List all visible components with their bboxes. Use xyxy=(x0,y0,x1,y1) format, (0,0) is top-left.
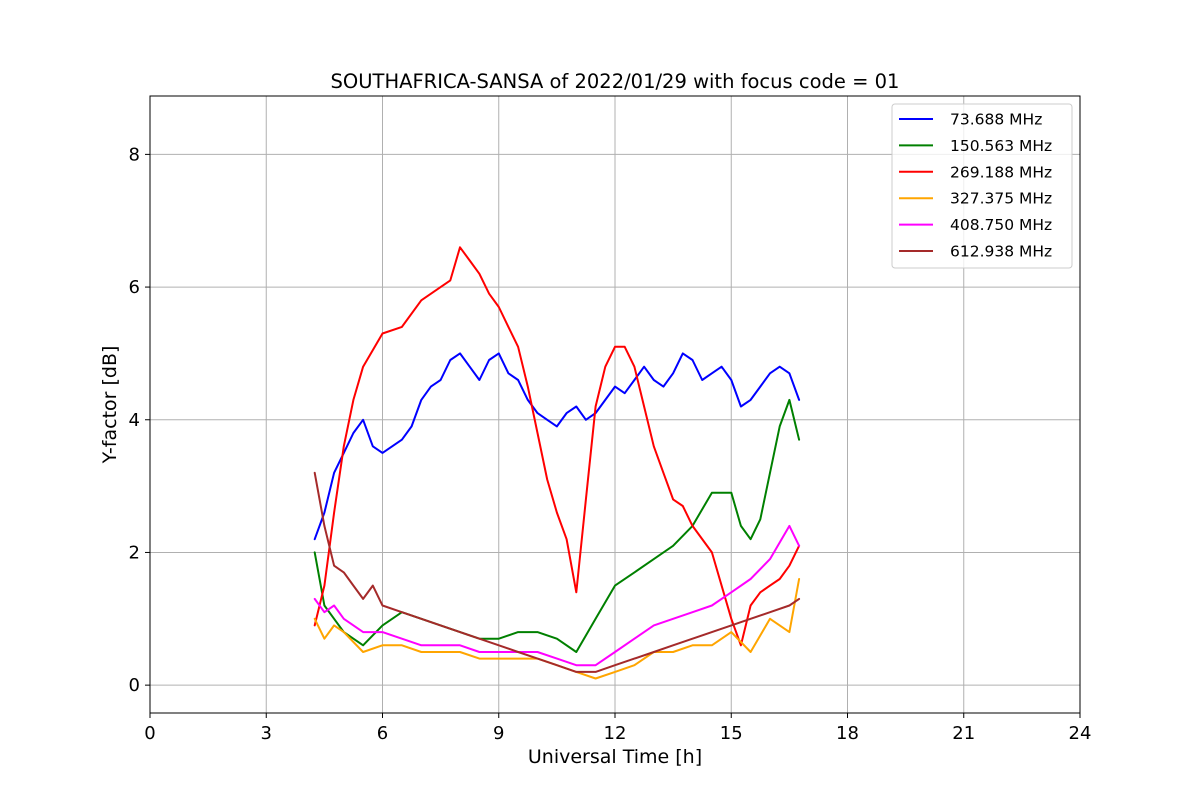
legend-frame xyxy=(891,103,1073,269)
y-axis-label: Y-factor [dB] xyxy=(99,346,121,465)
x-axis-ticks: 0 3 6 9 12 15 18 21 24 xyxy=(144,713,1091,744)
legend-label-5: 408.750 MHz xyxy=(950,216,1052,234)
x-tick-label: 18 xyxy=(836,723,859,744)
chart-title: SOUTHAFRICA-SANSA of 2022/01/29 with foc… xyxy=(331,70,900,93)
series-line-1 xyxy=(313,352,801,541)
series-layer xyxy=(313,246,801,680)
y-tick-label: 2 xyxy=(129,542,140,563)
y-axis-ticks: 0 2 4 6 8 xyxy=(129,144,150,696)
x-tick-label: 9 xyxy=(493,723,504,744)
x-tick-label: 0 xyxy=(144,723,155,744)
series-line-6 xyxy=(313,471,801,673)
y-tick-label: 8 xyxy=(129,144,140,165)
x-tick-label: 12 xyxy=(604,723,627,744)
series-line-2 xyxy=(313,398,801,653)
y-tick-label: 6 xyxy=(129,277,140,298)
legend-label-2: 150.563 MHz xyxy=(950,137,1052,155)
y-tick-label: 4 xyxy=(129,410,140,431)
x-axis-label: Universal Time [h] xyxy=(528,746,702,768)
x-tick-label: 3 xyxy=(261,723,272,744)
legend-label-6: 612.938 MHz xyxy=(950,243,1052,261)
series-line-5 xyxy=(313,524,801,667)
x-tick-label: 21 xyxy=(952,723,975,744)
x-tick-label: 15 xyxy=(720,723,743,744)
x-tick-label: 24 xyxy=(1069,723,1092,744)
legend: 73.688 MHz 150.563 MHz 269.188 MHz 327.375 … xyxy=(891,103,1073,269)
y-tick-label: 0 xyxy=(129,675,140,696)
legend-label-3: 269.188 MHz xyxy=(950,163,1052,181)
legend-label-1: 73.688 MHz xyxy=(950,111,1042,129)
legend-label-4: 327.375 MHz xyxy=(950,190,1052,208)
x-tick-label: 6 xyxy=(377,723,388,744)
